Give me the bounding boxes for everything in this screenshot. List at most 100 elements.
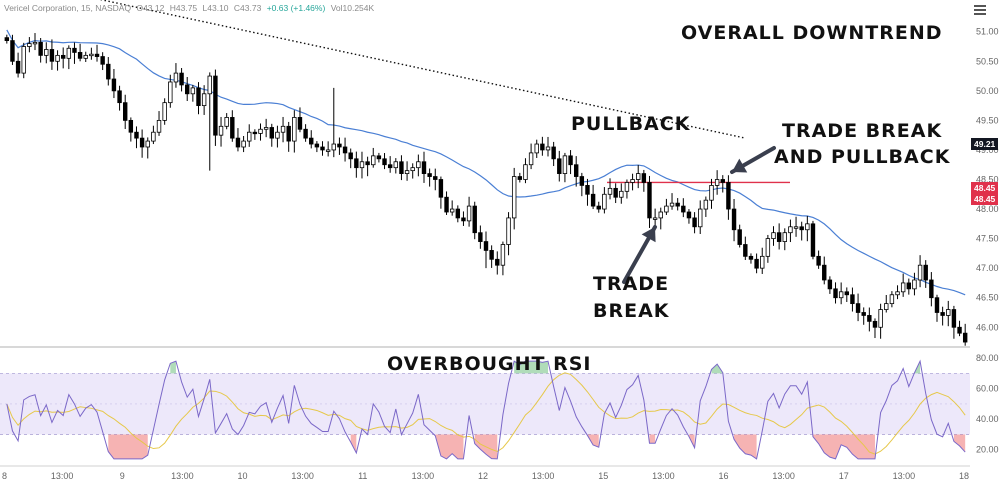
candle-body (703, 199, 709, 210)
candle-body (444, 196, 449, 213)
candle-body (286, 125, 291, 142)
price-tick-label: 48.00 (976, 204, 999, 214)
candle-body (483, 241, 489, 251)
candle-body (49, 49, 55, 62)
candle-body (805, 223, 810, 231)
time-tick-label: 8 (2, 471, 7, 481)
trendline (99, 0, 746, 139)
candle-body (776, 232, 782, 242)
candle-body (173, 72, 179, 83)
trade-break-pullback-arrow-head (732, 158, 748, 173)
volume-value: Vol10.254K (330, 3, 375, 13)
candle-body (168, 81, 173, 104)
candle-body (106, 63, 111, 80)
symbol-header: Vericel Corporation, 15, NASDAQ O43.12 H… (4, 3, 377, 13)
candle-body (55, 54, 60, 62)
candle-body (658, 211, 663, 219)
candle-body (478, 232, 483, 242)
trade-break-line2: BREAK (593, 300, 670, 322)
candle-body (573, 164, 579, 177)
candle-body (151, 131, 156, 142)
annotation-pullback: PULLBACK (571, 111, 690, 137)
downtrend-line (99, 0, 746, 139)
level-price-label-a: 48.45 (974, 183, 996, 193)
candle-body (359, 161, 365, 169)
candle-body (455, 208, 461, 219)
time-tick-label: 12 (478, 471, 488, 481)
time-tick-label: 15 (598, 471, 608, 481)
candle-body (218, 125, 224, 136)
candle-body (675, 202, 680, 207)
candle-body (495, 258, 500, 266)
candle-body (10, 40, 15, 62)
candle-body (27, 43, 32, 47)
candle-body (602, 193, 607, 210)
candle-body (275, 131, 280, 139)
candle-body (196, 87, 201, 107)
candle-body (664, 205, 669, 213)
candle-body (720, 179, 725, 183)
price-tick-label: 47.00 (976, 263, 999, 273)
rsi-signal-line (6, 372, 966, 455)
candle-body (850, 294, 855, 305)
candle-body (613, 187, 618, 198)
candle-body (269, 127, 274, 139)
candle-body (241, 140, 246, 148)
time-tick-label: 13:00 (893, 471, 916, 481)
candle-body (726, 182, 731, 210)
moving-average (6, 29, 966, 296)
candle-body (111, 78, 117, 92)
price-tick-label: 46.50 (976, 293, 999, 303)
symbol-name[interactable]: Vericel Corporation, 15, NASDAQ (4, 3, 132, 13)
candle-body (765, 238, 771, 257)
rsi-oversold-fill (649, 434, 656, 444)
candle-body (568, 155, 573, 166)
low-value: L43.10 (202, 3, 229, 13)
annotation-overbought-rsi: OVERBOUGHT RSI (387, 351, 591, 377)
time-tick-label: 13:00 (652, 471, 675, 481)
candle-body (799, 226, 804, 231)
candles (4, 33, 968, 346)
candle-body (731, 208, 737, 231)
time-tick-label: 13:00 (772, 471, 795, 481)
candle-body (320, 146, 325, 151)
time-tick-label: 11 (358, 471, 367, 481)
rsi-tick-label: 80.00 (976, 353, 999, 363)
candle-body (38, 41, 43, 56)
candle-body (506, 217, 511, 245)
pullback-text: PULLBACK (571, 113, 691, 135)
price-tick-label: 51.00 (976, 27, 999, 37)
candle-body (652, 217, 658, 220)
candle-body (128, 119, 134, 133)
candle-body (737, 229, 742, 245)
candle-body (421, 161, 427, 174)
candle-body (889, 294, 895, 305)
candle-body (94, 53, 100, 57)
rsi-oversold-fill (350, 434, 357, 453)
candle-body (213, 75, 218, 136)
candle-body (337, 143, 342, 148)
time-tick-label: 13:00 (532, 471, 555, 481)
trade-break-pullback-line1: TRADE BREAK (782, 120, 943, 142)
candle-body (748, 255, 754, 260)
candle-body (669, 202, 675, 207)
overall-downtrend-text: OVERALL DOWNTREND (681, 22, 943, 44)
price-tick-label: 48.50 (976, 175, 999, 185)
trade-break-arrow-head (641, 227, 656, 243)
menu-icon[interactable] (974, 5, 986, 15)
rsi-tick-label: 20.00 (976, 445, 999, 455)
candle-body (331, 143, 336, 151)
candle-body (466, 205, 472, 222)
rsi-oversold-fill (812, 434, 875, 459)
time-tick-label: 13:00 (51, 471, 74, 481)
rsi-tick-label: 40.00 (976, 414, 999, 424)
time-tick-label: 17 (839, 471, 849, 481)
candle-body (838, 291, 844, 299)
candle-body (393, 161, 399, 169)
candle-body (185, 84, 190, 95)
rsi-oversold-fill (587, 434, 599, 448)
candle-body (15, 60, 21, 74)
candle-body (77, 52, 83, 59)
